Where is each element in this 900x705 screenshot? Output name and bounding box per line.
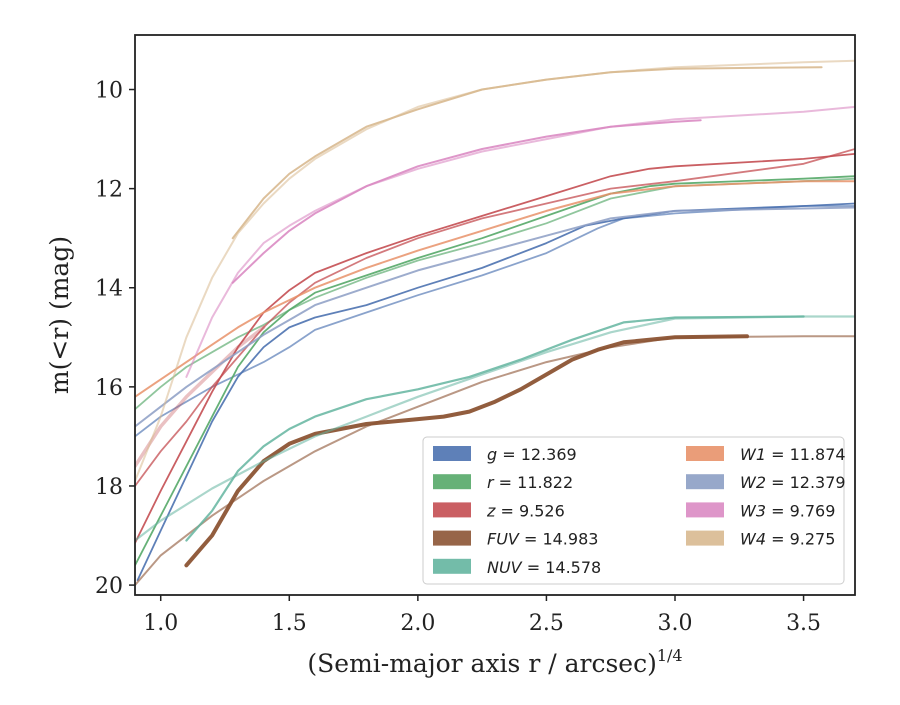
legend-swatch-w2 [686, 474, 724, 490]
legend-swatch-w4 [686, 530, 724, 546]
series-w3-curve-1 [231, 119, 702, 284]
legend: g = 12.369 r = 11.822 z = 9.526 FUV = 14.98… [422, 436, 846, 585]
series-w3-curve-2 [185, 105, 855, 378]
x-tick-label: 3.0 [658, 611, 693, 636]
series-g-curve-2 [135, 205, 855, 438]
legend-label-g: g = 12.369 [487, 445, 577, 464]
x-tick-label: 1.0 [143, 611, 178, 636]
legend-swatch-fuv [433, 530, 471, 546]
plot-frame [134, 34, 856, 596]
series-r-curve-2 [135, 177, 855, 411]
series-w4-curve-1 [231, 66, 823, 240]
legend-label-z: z = 9.526 [486, 501, 565, 520]
series-z-curve-1 [135, 153, 855, 544]
legend-swatch-w1 [686, 446, 724, 461]
legend-label-w3: W3 = 9.769 [740, 501, 835, 520]
ticks-layer: 1.0 1.5 2.0 2.5 3.0 3.5 10 12 14 16 18 20 [95, 79, 821, 636]
legend-label-fuv: FUV = 14.983 [487, 530, 598, 549]
y-axis-label: m(<r) (mag) [45, 236, 74, 394]
y-tick-label: 14 [95, 277, 123, 302]
y-tick-label: 12 [95, 178, 123, 203]
series-w2-curve-1 [135, 206, 855, 428]
x-axis-label-superscript: 1/4 [657, 646, 683, 665]
y-tick-label: 10 [95, 79, 123, 104]
y-tick-label: 20 [95, 574, 123, 599]
curves-layer [135, 59, 855, 587]
y-tick-label: 16 [95, 376, 123, 401]
legend-label-nuv: NUV = 14.578 [487, 558, 601, 577]
y-tick-label: 18 [95, 475, 123, 500]
series-w4-curve-2 [135, 59, 855, 482]
legend-swatch-g [433, 446, 471, 461]
legend-label-w4: W4 = 9.275 [740, 530, 835, 549]
x-tick-label: 3.5 [786, 611, 821, 636]
legend-swatch-r [433, 474, 471, 490]
legend-label-w2: W2 = 12.379 [740, 473, 846, 492]
x-tick-label: 2.0 [400, 611, 435, 636]
series-z-curve-3 [135, 325, 266, 468]
x-tick-label: 1.5 [272, 611, 307, 636]
series-w1-curve-1 [135, 180, 855, 398]
legend-frame [422, 436, 845, 585]
legend-swatch-nuv [433, 558, 471, 574]
x-tick-label: 2.5 [529, 611, 564, 636]
series-nuv-curve-1 [185, 315, 805, 542]
legend-swatch-z [433, 502, 471, 518]
legend-swatch-w3 [686, 502, 724, 518]
series-z-curve-2 [135, 148, 855, 487]
legend-label-r: r = 11.822 [487, 473, 573, 492]
series-nuv-curve-2 [135, 315, 855, 542]
legend-label-w1: W1 = 11.874 [740, 445, 846, 464]
series-fuv-curve-2 [135, 335, 855, 587]
x-axis-label: (Semi-major axis r / arcsec)1/4 [307, 646, 682, 678]
series-r-curve-1 [135, 175, 855, 567]
